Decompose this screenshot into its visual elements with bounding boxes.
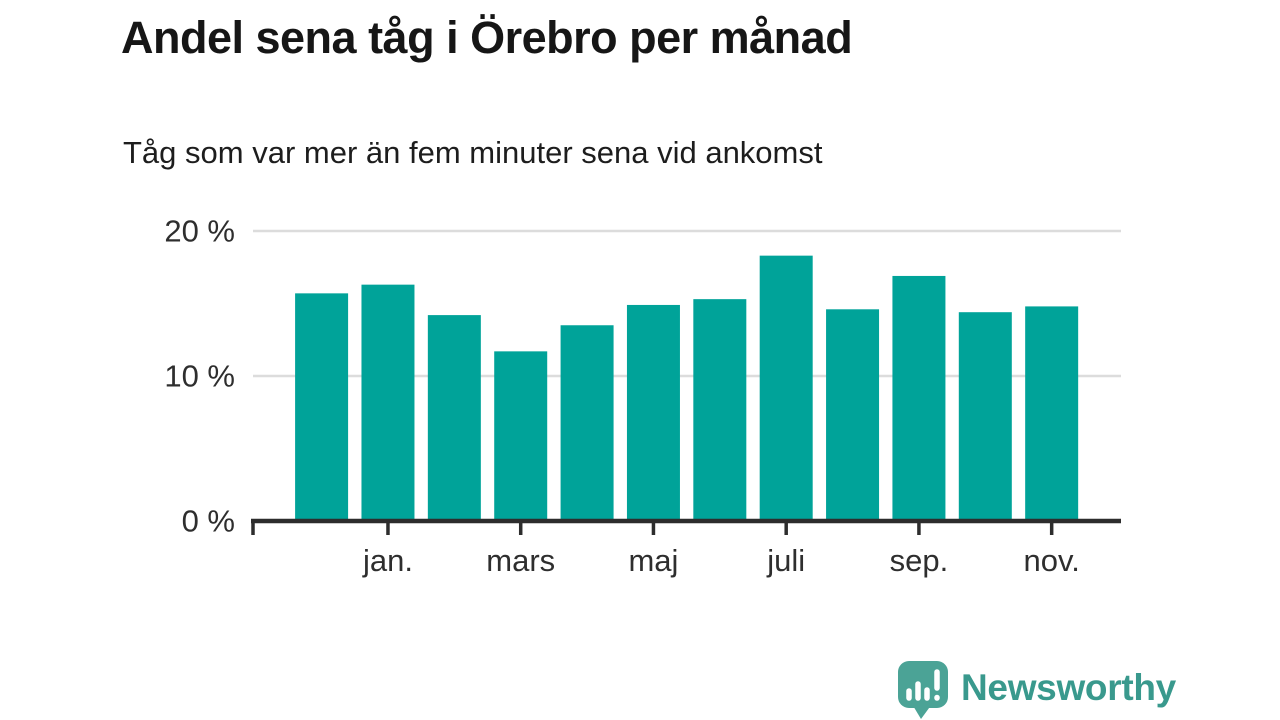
- bar-jan.: [361, 284, 415, 523]
- brand-footer: Newsworthy: [897, 660, 1176, 720]
- bar-maj: [626, 304, 680, 523]
- y-tick-label-0: 0 %: [182, 504, 235, 539]
- logo-bar-chart-glyph: [906, 669, 940, 701]
- x-tick-label-mars: mars: [486, 543, 555, 578]
- bar-aug.: [826, 309, 880, 523]
- newsworthy-logo-icon: [898, 661, 948, 719]
- chart-title: Andel sena tåg i Örebro per månad: [121, 12, 853, 63]
- bar-dec.: [295, 293, 349, 523]
- y-tick-label-20: 20 %: [164, 214, 235, 249]
- bar-juli: [759, 255, 813, 523]
- bar-mars: [494, 351, 548, 523]
- bar-sep.: [892, 275, 946, 523]
- x-tick-label-jan.: jan.: [362, 543, 413, 578]
- logo-speech-bubble: [898, 661, 948, 719]
- brand-name: Newsworthy: [961, 667, 1176, 708]
- bar-april: [560, 325, 614, 523]
- x-tick-label-juli: juli: [766, 543, 805, 578]
- bar-okt.: [958, 312, 1012, 523]
- y-tick-label-10: 10 %: [164, 359, 235, 394]
- bar-nov.: [1025, 306, 1079, 523]
- chart-subtitle: Tåg som var mer än fem minuter sena vid …: [123, 135, 823, 170]
- bar-juni: [693, 299, 747, 523]
- bar-feb.: [427, 315, 481, 523]
- x-tick-label-maj: maj: [628, 543, 678, 578]
- x-tick-label-sep.: sep.: [890, 543, 949, 578]
- x-tick-label-nov.: nov.: [1024, 543, 1080, 578]
